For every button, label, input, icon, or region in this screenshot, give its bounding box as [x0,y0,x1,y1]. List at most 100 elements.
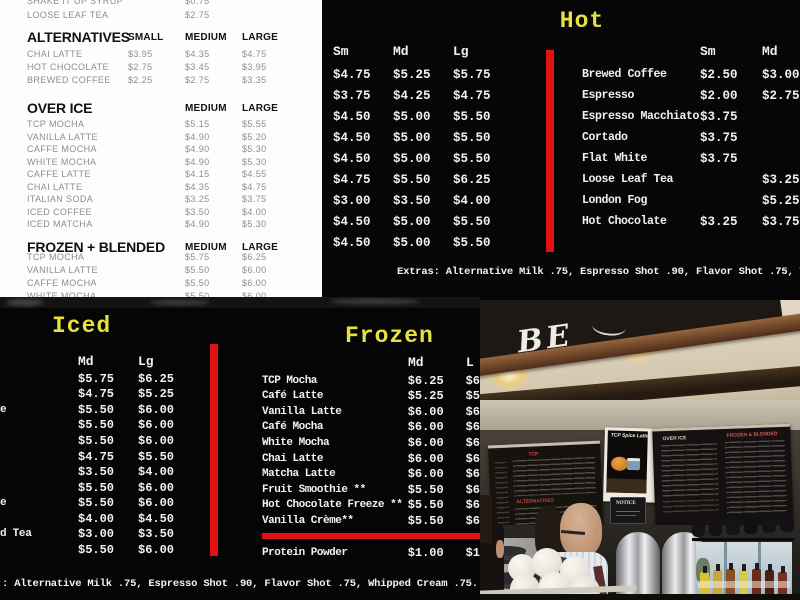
item-name: Brewed Coffee [582,68,667,81]
notice-sign: NOTICE [610,497,646,524]
item-price-md: $3.25 [762,172,800,187]
price-row: $5.75 $6.25 [0,371,174,387]
price-row: $3.50 $4.00 [0,464,174,480]
item-name: Loose Leaf Tea [582,173,674,186]
frozen-blended-rows: TCP MOCHA $5.75 $6.25 VANILLA LATTE $5.5… [0,251,322,300]
price-row: $4.50 $5.00 $5.50 [333,106,513,127]
price-md: $5.00 [393,235,431,250]
poster-frame: TCP Spice Latte [603,427,657,503]
item-price-large: $6.00 [242,277,267,288]
board-heading: ALTERNATIVES [516,497,555,505]
price-sm: $4.50 [333,151,371,166]
board-heading: OVER ICE [662,435,687,442]
window-mullion [724,542,727,600]
menu-row: CHAI LATTE $4.35 $4.75 [0,181,322,194]
menu-row: TCP MOCHA $5.75 $6.25 [0,251,322,264]
menu-row: ICED COFFEE $3.50 $4.00 [0,206,322,219]
menu-row: ITALIAN SODA $3.25 $3.75 [0,193,322,206]
column-header-md: Md [408,355,424,370]
item-price-large: $6.00 [242,290,267,300]
item-name: CAFFE LATTE [27,169,91,180]
red-divider-bar [210,344,218,556]
menu-row: SHAKE IT UP SYRUP $0.75 [27,0,322,7]
customer-face [496,540,504,558]
item-price-large: $3.35 [242,75,267,86]
price-lg: $5.75 [453,67,491,82]
price-md: $3.00 [78,527,115,542]
menu-row: Vanilla Crème** $5.50 $6 [262,513,480,529]
price-lg: $6 [465,373,480,388]
price-lg: $6.00 [138,433,175,448]
price-row: $4.50 $5.00 $5.50 [333,148,513,169]
section-header-frozen-blended: FROZEN + BLENDED MEDIUM LARGE [27,237,322,257]
item-name: VANILLA LATTE [27,131,98,142]
item-name: Café Mocha [262,421,324,434]
price-lg: $5.25 [138,387,175,402]
price-row: $5.50 $6.00 [0,542,174,558]
hot-grid-headers: Sm Md Lg [333,44,513,59]
price-md: $6.25 [407,373,444,388]
menu-row: TCP Mocha $6.25 $6 [262,373,480,389]
column-header-lg: Lg [453,44,469,59]
item-name: Fruit Smoothie ** [262,483,366,496]
plate-stack [484,546,526,556]
menu-row: TCP MOCHA $5.15 $5.55 [0,118,322,131]
section-title: OVER ICE [27,100,93,116]
column-header-lg: Lg [138,354,154,369]
item-price-sm: $3.25 [700,214,738,229]
item-price-small: $2.25 [128,75,153,86]
item-name-partial: e [0,497,7,510]
menu-row: CAFFE MOCHA $5.50 $6.00 [0,277,322,290]
menu-row: VANILLA LATTE $5.50 $6.00 [0,264,322,277]
item-price-sm: $3.75 [700,109,738,124]
price-md: $5.50 [407,482,444,497]
price-lg: $5.50 [453,235,491,250]
price-row: $4.75 $5.50 [0,449,174,465]
frozen-headers: Md L [262,355,474,370]
item-name: Hot Chocolate [582,215,667,228]
menu-row: WHITE MOCHA $4.90 $5.30 [0,156,322,169]
price-lg: $3.50 [138,527,175,542]
column-header: LARGE [242,102,278,114]
price-row: $4.75 $5.25 $5.75 [333,64,513,85]
extras-line: Extras: Alternative Milk .75, Espresso S… [397,266,800,278]
cup-stack-shelf [692,518,794,542]
item-price-large: $4.75 [242,48,267,59]
item-name: Espresso [582,89,635,102]
board-side-column [494,461,510,529]
price-lg: $5 [465,389,480,404]
item-name: Café Latte [262,390,324,403]
price-row: d Tea $3.00 $3.50 [0,526,174,542]
price-sm: $3.00 [333,193,371,208]
price-md: $5.50 [78,480,115,495]
price-lg: $6 [465,451,480,466]
item-name: TCP MOCHA [27,252,85,263]
price-md: $5.50 [407,513,444,528]
menu-row: Loose Leaf Tea $3.25 [582,169,800,190]
item-name: ICED MATCHA [27,219,93,230]
menu-row: Hot Chocolate Freeze ** $5.50 $6 [262,497,480,513]
price-sm: $4.50 [333,130,371,145]
column-header-sm: Sm [333,44,349,59]
item-name: CHAI LATTE [27,48,83,59]
item-price-large: $3.75 [242,194,267,205]
price-row: $4.50 $5.00 $5.50 [333,232,513,253]
item-name: HOT CHOCOLATE [27,61,109,72]
price-md: $5.00 [393,214,431,229]
cup [780,518,794,532]
price-md: $5.50 [78,496,115,511]
price-md: $5.00 [393,109,431,124]
item-price-large: $5.30 [242,144,267,155]
price-lg: $5.50 [138,449,175,464]
price-lg: $6.25 [138,371,175,386]
item-price-md: $2.75 [762,88,800,103]
price-row: $3.75 $4.25 $4.75 [333,85,513,106]
item-price-large: $3.95 [242,61,267,72]
section-header-over-ice: OVER ICE MEDIUM LARGE [27,98,322,118]
column-header: MEDIUM [185,241,227,253]
hot-price-grid: $4.75 $5.25 $5.75 $3.75 $4.25 $4.75 $4.5… [333,64,513,253]
price-lg: $4.00 [453,193,491,208]
price-md: $1.00 [407,545,444,560]
frozen-title: Frozen [345,323,434,349]
price-sm: $4.75 [333,67,371,82]
